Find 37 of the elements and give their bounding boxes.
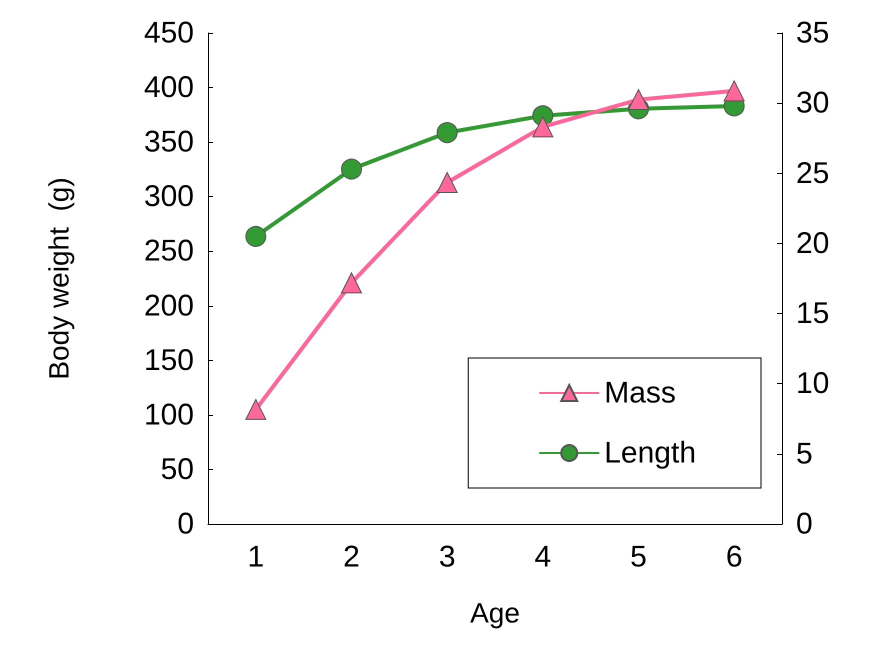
y-tick-label: 50 [160, 452, 194, 486]
point [724, 80, 745, 102]
point [341, 272, 362, 294]
y-axis-title: Body weight (g) [44, 177, 74, 380]
y-tick-label: 450 [144, 16, 194, 50]
x-tick-label: 2 [343, 540, 360, 574]
point [436, 172, 458, 193]
x-tick-label: 3 [438, 540, 456, 574]
y-tick-label: 350 [144, 126, 194, 159]
y2-tick-label: 20 [796, 226, 830, 260]
x-tick-label: 6 [726, 540, 743, 574]
y-tick-label: 400 [144, 71, 194, 104]
y2-tick-label: 30 [796, 86, 830, 120]
y2-tick-label: 25 [796, 156, 830, 190]
y2-tick-label: 5 [796, 437, 813, 470]
legend-label: Mass [604, 376, 676, 410]
y2-tick-label: 10 [796, 367, 830, 400]
y-tick-label: 100 [144, 398, 194, 432]
legend-label: Length [604, 436, 696, 470]
y2-tick-label: 0 [796, 508, 813, 540]
y-tick-label: 200 [144, 289, 194, 322]
y-tick-label: 0 [177, 508, 194, 540]
x-axis-title: Age [470, 598, 520, 628]
y2-tick-label: 15 [796, 297, 830, 330]
point [532, 116, 554, 138]
point [341, 158, 362, 180]
y-tick-label: 300 [144, 180, 194, 214]
y-tick-label: 250 [144, 234, 194, 268]
point [628, 89, 649, 110]
point [245, 226, 266, 247]
y-tick-label: 150 [144, 344, 194, 377]
x-tick-label: 5 [630, 540, 647, 574]
x-tick-label: 4 [534, 540, 552, 574]
x-tick-label: 1 [247, 540, 264, 574]
point [436, 122, 458, 144]
y2-tick-label: 35 [796, 16, 830, 50]
point [245, 398, 266, 420]
